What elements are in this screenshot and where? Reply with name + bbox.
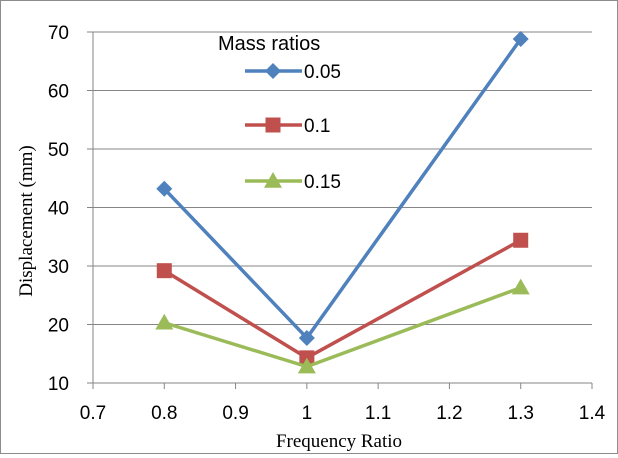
x-tick-label: 1.1 <box>365 403 391 424</box>
legend-item-0.15: 0.15 <box>245 172 341 193</box>
data-point <box>298 329 315 346</box>
data-point <box>156 263 172 279</box>
x-tick-label: 0.9 <box>222 403 248 424</box>
data-point <box>156 180 173 197</box>
y-tick-label: 70 <box>48 23 69 44</box>
data-point <box>513 232 529 248</box>
y-tick-label: 60 <box>48 82 69 103</box>
series-0.05 <box>156 31 529 346</box>
y-tick-label: 10 <box>48 374 69 395</box>
data-point <box>155 313 174 330</box>
legend-label: 0.1 <box>304 116 330 137</box>
tick-labels: 10 20 30 40 50 60 70 0.7 0.8 0.9 1 1.1 1.2 1.3 1.4 <box>48 23 606 424</box>
y-axis-title: Displacement (mm) <box>16 145 37 296</box>
data-point <box>512 31 529 48</box>
axes <box>87 31 593 389</box>
data-series <box>155 31 530 374</box>
x-tick-label: 0.8 <box>151 403 177 424</box>
legend-marker <box>264 172 282 188</box>
legend: Mass ratios 0.05 0.1 0.15 <box>218 33 341 193</box>
series-line <box>163 286 522 369</box>
legend-item-0.05: 0.05 <box>245 62 341 83</box>
gridlines <box>93 31 592 325</box>
y-tick-label: 30 <box>48 257 69 278</box>
y-tick-label: 40 <box>48 199 69 220</box>
legend-label: 0.15 <box>304 172 341 193</box>
legend-title: Mass ratios <box>218 33 320 55</box>
legend-item-0.1: 0.1 <box>245 116 330 137</box>
y-tick-label: 50 <box>48 140 69 161</box>
legend-marker <box>265 117 281 133</box>
x-tick-label: 1.4 <box>579 403 606 424</box>
legend-label: 0.05 <box>304 62 341 83</box>
x-axis-title: Frequency Ratio <box>276 431 402 452</box>
series-0.1 <box>156 232 529 366</box>
series-0.15 <box>155 278 530 374</box>
data-point <box>511 278 530 295</box>
x-tick-label: 1 <box>302 403 313 424</box>
x-tick-label: 1.3 <box>508 403 534 424</box>
x-tick-label: 1.2 <box>436 403 462 424</box>
data-point <box>297 357 316 374</box>
x-tick-label: 0.7 <box>80 403 106 424</box>
legend-marker <box>265 63 281 79</box>
y-tick-label: 20 <box>48 316 69 337</box>
series-line <box>163 38 523 340</box>
